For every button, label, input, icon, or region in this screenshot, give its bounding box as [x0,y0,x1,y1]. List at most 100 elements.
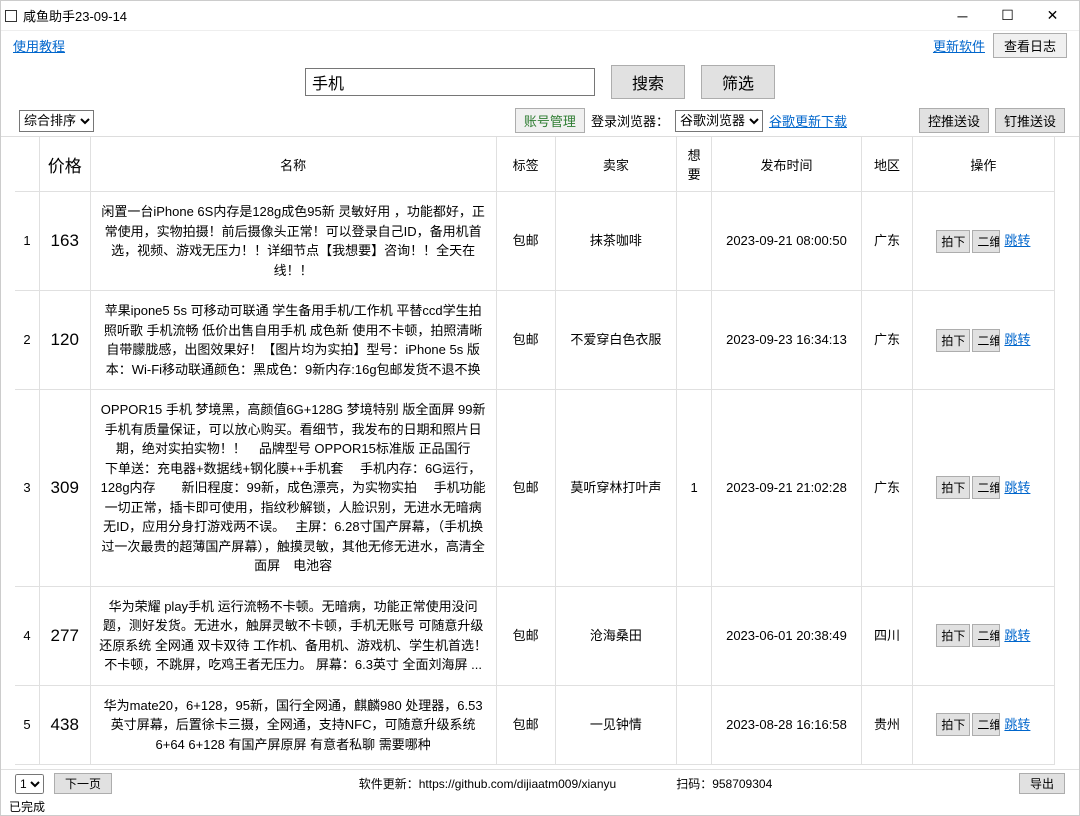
filter-button[interactable]: 筛选 [701,65,775,99]
jump-link[interactable]: 跳转 [1004,715,1030,735]
col-want: 想要 [677,137,712,192]
push-settings-button[interactable]: 控推送设 [919,108,989,133]
cell-action: 拍下二维码跳转 [912,192,1054,291]
cell-time: 2023-09-21 21:02:28 [711,390,861,587]
cell-time: 2023-09-21 08:00:50 [711,192,861,291]
buy-button[interactable]: 拍下 [936,624,970,647]
cell-idx: 5 [15,685,39,765]
cell-name: 苹果ipone5 5s 可移动可联通 学生备用手机/工作机 平替ccd学生拍照听… [90,291,496,390]
tutorial-link[interactable]: 使用教程 [13,36,65,55]
cell-price: 120 [39,291,90,390]
cell-time: 2023-06-01 20:38:49 [711,586,861,685]
search-button[interactable]: 搜索 [611,65,685,99]
cell-idx: 3 [15,390,39,587]
buy-button[interactable]: 拍下 [936,230,970,253]
cell-action: 拍下二维码跳转 [912,586,1054,685]
window-controls: ─ ☐ ✕ [940,2,1075,30]
chrome-update-link[interactable]: 谷歌更新下载 [769,111,847,130]
col-name: 名称 [90,137,496,192]
cell-tag: 包邮 [496,192,555,291]
qr-button[interactable]: 二维码 [972,329,1000,352]
search-input[interactable] [305,68,595,96]
jump-link[interactable]: 跳转 [1004,626,1030,646]
cell-region: 广东 [862,390,913,587]
cell-want: 1 [677,390,712,587]
cell-action: 拍下二维码跳转 [912,390,1054,587]
cell-want [677,586,712,685]
cell-tag: 包邮 [496,390,555,587]
app-window: 咸鱼助手23-09-14 ─ ☐ ✕ 使用教程 更新软件 查看日志 搜索 筛选 … [0,0,1080,816]
cell-price: 309 [39,390,90,587]
col-tag: 标签 [496,137,555,192]
cell-seller: 抹茶咖啡 [555,192,677,291]
update-link[interactable]: 更新软件 [933,36,985,55]
qr-button[interactable]: 二维码 [972,713,1000,736]
cell-tag: 包邮 [496,586,555,685]
buy-button[interactable]: 拍下 [936,329,970,352]
cell-name: 华为荣耀 play手机 运行流畅不卡顿。无暗病，功能正常使用没问题，测好发货。无… [90,586,496,685]
cell-idx: 1 [15,192,39,291]
table-row: 5438华为mate20，6+128，95新，国行全网通，麒麟980 处理器，6… [15,685,1055,765]
cell-price: 277 [39,586,90,685]
buy-button[interactable]: 拍下 [936,713,970,736]
table-row: 3309OPPOR15 手机 梦境黑，高颜值6G+128G 梦境特别 版全面屏 … [15,390,1055,587]
browser-select[interactable]: 谷歌浏览器 [675,110,763,132]
cell-name: OPPOR15 手机 梦境黑，高颜值6G+128G 梦境特别 版全面屏 99新手… [90,390,496,587]
col-time: 发布时间 [711,137,861,192]
jump-link[interactable]: 跳转 [1004,330,1030,350]
pin-settings-button[interactable]: 钉推送设 [995,108,1065,133]
view-log-button[interactable]: 查看日志 [993,33,1067,58]
page-select[interactable]: 1 [15,774,44,794]
status-text: 已完成 [9,798,45,815]
sort-select[interactable]: 综合排序 [19,110,94,132]
cell-seller: 莫听穿林打叶声 [555,390,677,587]
col-price: 价格 [39,137,90,192]
jump-link[interactable]: 跳转 [1004,478,1030,498]
buy-button[interactable]: 拍下 [936,476,970,499]
cell-price: 438 [39,685,90,765]
cell-time: 2023-09-23 16:34:13 [711,291,861,390]
update-info: 软件更新：https://github.com/dijiaatm009/xian… [359,775,616,792]
cell-region: 广东 [862,291,913,390]
table-container: 价格 名称 标签 卖家 想要 发布时间 地区 操作 1163闲置一台iPhone… [1,137,1079,769]
cell-name: 华为mate20，6+128，95新，国行全网通，麒麟980 处理器，6.53英… [90,685,496,765]
table-row: 4277华为荣耀 play手机 运行流畅不卡顿。无暗病，功能正常使用没问题，测好… [15,586,1055,685]
cell-seller: 不爱穿白色衣服 [555,291,677,390]
table-row: 2120苹果ipone5 5s 可移动可联通 学生备用手机/工作机 平替ccd学… [15,291,1055,390]
cell-action: 拍下二维码跳转 [912,291,1054,390]
controlbar: 综合排序 账号管理 登录浏览器： 谷歌浏览器 谷歌更新下载 控推送设 钉推送设 [1,105,1079,137]
next-page-button[interactable]: 下一页 [54,773,112,794]
col-action: 操作 [912,137,1054,192]
cell-region: 贵州 [862,685,913,765]
cell-tag: 包邮 [496,685,555,765]
cell-seller: 沧海桑田 [555,586,677,685]
qr-info: 扫码：958709304 [676,775,772,792]
export-button[interactable]: 导出 [1019,773,1065,794]
account-manage-button[interactable]: 账号管理 [515,108,585,133]
cell-name: 闲置一台iPhone 6S内存是128g成色95新 灵敏好用 ，功能都好，正常使… [90,192,496,291]
titlebar: 咸鱼助手23-09-14 ─ ☐ ✕ [1,1,1079,31]
jump-link[interactable]: 跳转 [1004,231,1030,251]
cell-region: 四川 [862,586,913,685]
maximize-button[interactable]: ☐ [985,2,1030,30]
minimize-button[interactable]: ─ [940,2,985,30]
col-region: 地区 [862,137,913,192]
cell-time: 2023-08-28 16:16:58 [711,685,861,765]
table-scroll[interactable]: 价格 名称 标签 卖家 想要 发布时间 地区 操作 1163闲置一台iPhone… [15,137,1079,769]
cell-idx: 2 [15,291,39,390]
cell-region: 广东 [862,192,913,291]
results-table: 价格 名称 标签 卖家 想要 发布时间 地区 操作 1163闲置一台iPhone… [15,137,1055,765]
col-idx [15,137,39,192]
cell-tag: 包邮 [496,291,555,390]
app-icon [5,10,17,22]
cell-action: 拍下二维码跳转 [912,685,1054,765]
browser-label: 登录浏览器： [591,111,669,130]
qr-button[interactable]: 二维码 [972,624,1000,647]
status-bar: 已完成 [1,797,1079,815]
cell-want [677,192,712,291]
topbar: 使用教程 更新软件 查看日志 [1,31,1079,59]
qr-button[interactable]: 二维码 [972,476,1000,499]
window-title: 咸鱼助手23-09-14 [23,6,940,25]
qr-button[interactable]: 二维码 [972,230,1000,253]
close-button[interactable]: ✕ [1030,2,1075,30]
